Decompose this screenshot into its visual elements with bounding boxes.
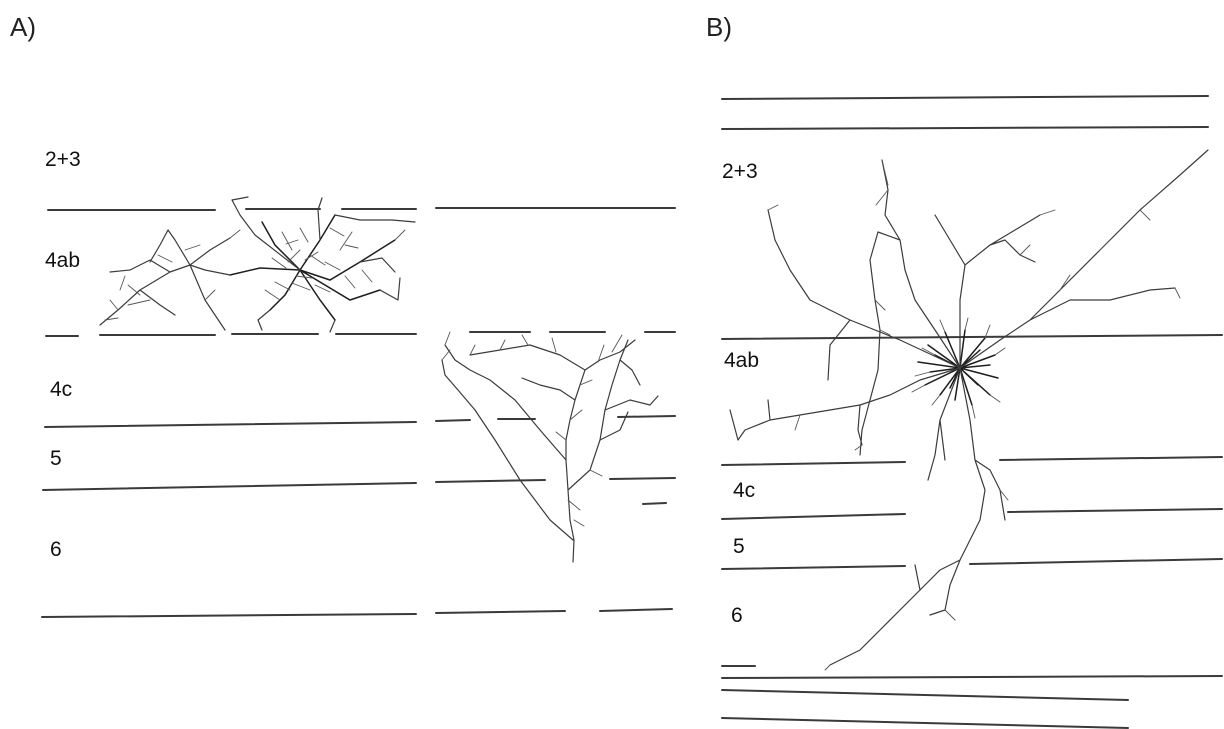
- boundary-5-6-right-b: [609, 477, 676, 480]
- boundary-4c-5-b: [1007, 508, 1223, 513]
- panel-b-layer-label-6: 6: [731, 604, 743, 627]
- boundary-top-2: [721, 126, 1209, 130]
- panel-b-layer-label-4ab: 4ab: [724, 349, 759, 372]
- panel-b-label: B): [706, 12, 732, 42]
- panel-a-neuron-vertical: [441, 331, 659, 563]
- panel-b-layer-boundaries: [721, 95, 1223, 729]
- boundary-6-bottom-right-b: [599, 608, 673, 612]
- panel-a-layer-label-2-3: 2+3: [45, 148, 81, 171]
- boundary-top-1: [721, 95, 1209, 100]
- panel-b-layer-label-5: 5: [733, 535, 745, 558]
- panel-a-layer-boundaries: [41, 207, 676, 618]
- panel-a-layer-label-4c: 4c: [50, 378, 72, 401]
- panel-a-layer-label-5: 5: [50, 447, 62, 470]
- boundary-6-bottom-right-a: [435, 610, 566, 614]
- panel-b-neuron-pyramidal: [729, 149, 1209, 671]
- boundary-5-6-a: [721, 565, 906, 570]
- boundary-6-bottom-left: [41, 613, 417, 618]
- boundary-4c-5-left: [44, 421, 417, 428]
- boundary-2-3-4ab: [721, 334, 1223, 340]
- panel-b: B) 2+3 4ab 4c 5 6: [706, 12, 1223, 729]
- boundary-5-6-right-a: [435, 479, 546, 483]
- panel-b-layer-label-2-3: 2+3: [722, 160, 758, 183]
- boundary-4c-5-right-a: [435, 419, 471, 422]
- panel-a-layer-label-4ab: 4ab: [45, 249, 80, 272]
- boundary-4ab-4c-b: [999, 456, 1223, 461]
- boundary-6-bottom-2: [721, 689, 1129, 701]
- boundary-4ab-4c-a: [721, 461, 906, 466]
- boundary-4c-5-a: [721, 513, 906, 520]
- panel-b-layer-label-4c: 4c: [733, 479, 755, 502]
- boundary-6-bottom-1: [721, 675, 1223, 679]
- panel-a: A) 2+3 4ab 4c 5 6: [10, 12, 676, 618]
- panel-a-label: A): [10, 12, 36, 42]
- panel-a-neuron-4ab-horizontal-arbor: [99, 196, 416, 333]
- boundary-4c-5-right-c: [617, 415, 676, 418]
- panel-a-layer-label-6: 6: [50, 538, 62, 561]
- boundary-5-6-left: [42, 482, 417, 491]
- boundary-6-bottom-3: [721, 717, 1129, 729]
- boundary-5-6-b: [969, 558, 1223, 565]
- boundary-5-6-right-fragment: [642, 502, 667, 505]
